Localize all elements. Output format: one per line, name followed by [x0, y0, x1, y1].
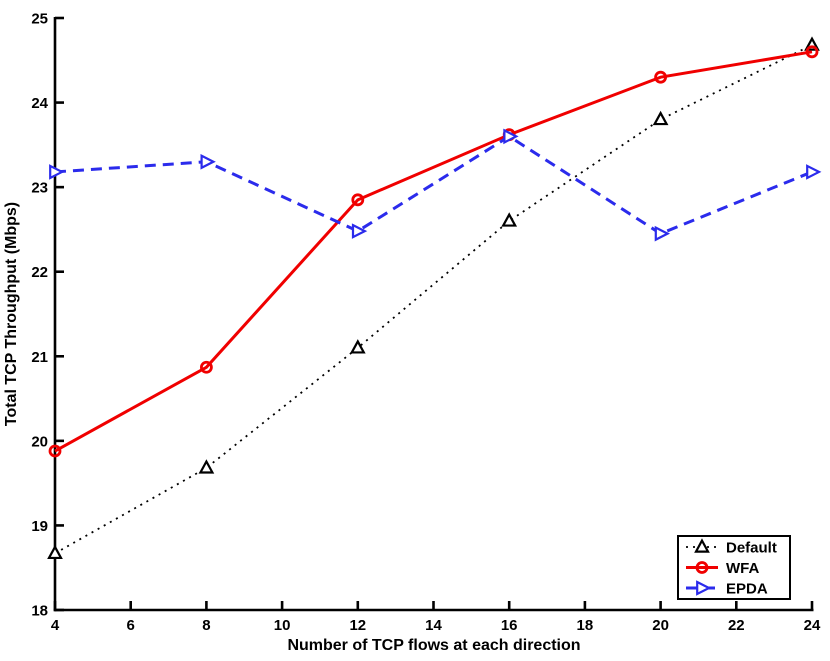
data-point-marker-triangle-up	[47, 544, 63, 560]
series-epda	[49, 128, 822, 242]
series-wfa	[48, 45, 819, 458]
y-axis-title: Total TCP Throughput (Mbps)	[3, 202, 20, 426]
x-tick-label: 12	[349, 617, 366, 634]
data-point-marker-circle	[351, 193, 365, 207]
x-tick-label: 18	[577, 617, 594, 634]
y-tick-label: 21	[31, 349, 48, 366]
data-point-marker-triangle-up	[501, 212, 518, 227]
series-default	[47, 36, 820, 560]
y-tick-label: 23	[31, 180, 48, 197]
data-point-marker-circle	[48, 444, 62, 458]
x-axis-title: Number of TCP flows at each direction	[287, 637, 580, 654]
data-point-marker-triangle-right	[351, 223, 368, 239]
legend-label-default: Default	[726, 540, 777, 557]
y-tick-label: 22	[31, 264, 48, 281]
legend-label-wfa: WFA	[726, 560, 759, 577]
x-tick-label: 8	[202, 617, 210, 634]
x-tick-label: 24	[804, 617, 821, 634]
data-point-marker-triangle-right	[806, 164, 822, 180]
x-tick-label: 16	[501, 617, 518, 634]
x-tick-label: 10	[274, 617, 291, 634]
data-point-marker-triangle-up	[198, 459, 215, 474]
data-point-marker-triangle-right	[696, 580, 712, 596]
axes: 18 19 20 21 22 23 24 25 4 6 8 10 12 14 16 18 20 22 24	[31, 11, 821, 635]
data-point-marker-triangle-up	[694, 538, 710, 553]
y-tick-label: 25	[31, 11, 48, 28]
y-tick-label: 19	[31, 518, 48, 535]
data-point-marker-circle	[654, 70, 667, 84]
x-tick-label: 22	[728, 617, 745, 634]
data-point-marker-triangle-up	[652, 110, 669, 126]
y-tick-label: 20	[31, 433, 48, 450]
data-point-marker-triangle-right	[654, 225, 671, 242]
data-point-marker-triangle-right	[49, 164, 65, 180]
x-tick-label: 4	[51, 617, 60, 634]
series-line-wfa	[54, 50, 813, 453]
legend-entry-epda: EPDA	[686, 580, 768, 598]
legend-label-epda: EPDA	[726, 581, 768, 598]
legend-entry-default: Default	[686, 538, 777, 557]
data-point-marker-circle	[695, 561, 709, 574]
data-point-marker-circle	[805, 45, 819, 59]
legend: Default WFA EPDA	[677, 535, 791, 600]
data-point-marker-triangle-right	[503, 128, 519, 145]
data-point-marker-triangle-right	[200, 153, 216, 170]
legend-entry-wfa: WFA	[686, 560, 759, 577]
series-line-epda	[54, 134, 813, 236]
x-tick-label: 14	[425, 617, 442, 634]
y-tick-label: 18	[31, 603, 48, 620]
data-point-marker-circle	[199, 360, 213, 374]
series-line-default	[54, 44, 813, 555]
x-tick-label: 6	[127, 617, 135, 634]
data-point-marker-triangle-up	[349, 339, 366, 354]
y-tick-label: 24	[31, 95, 48, 112]
x-tick-label: 20	[652, 617, 669, 634]
